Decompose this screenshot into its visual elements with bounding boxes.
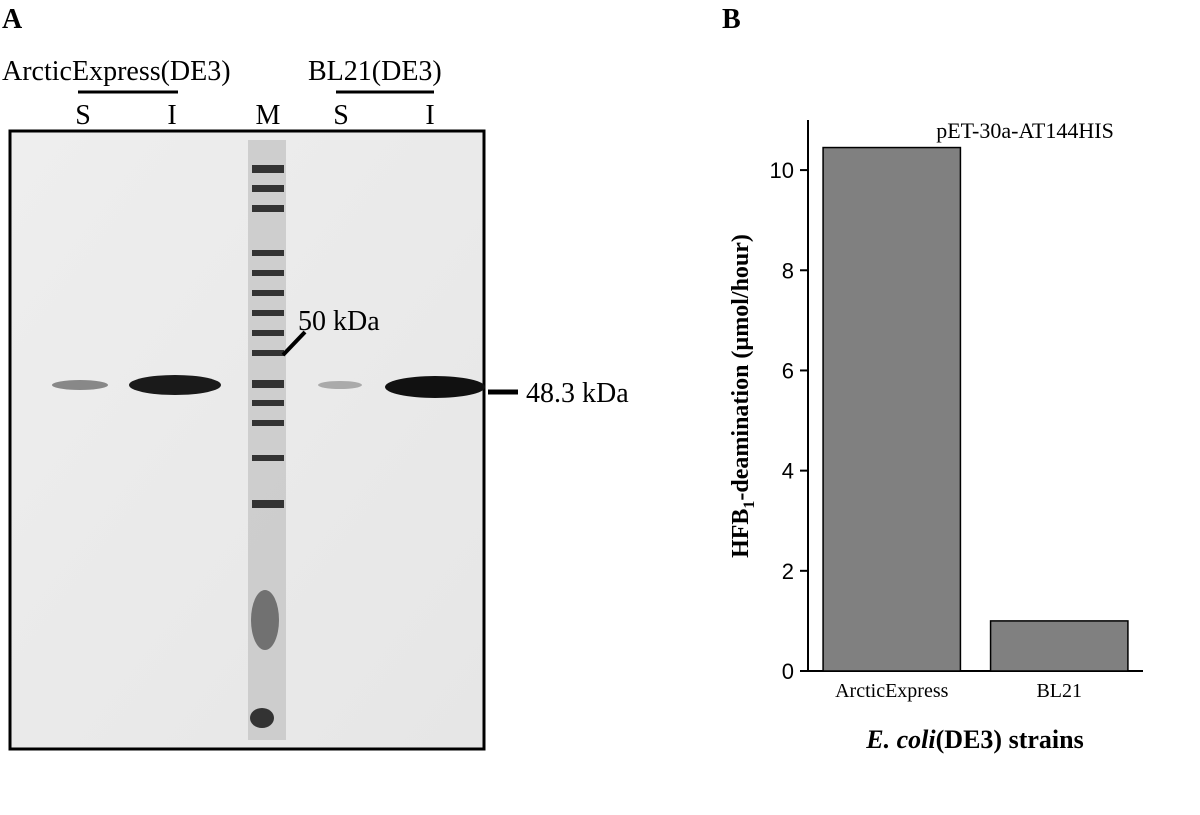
marker-pointer: [281, 330, 307, 357]
panel-label: A: [2, 4, 23, 35]
lane-label: I: [167, 100, 176, 131]
y-tick-label: 2: [782, 559, 794, 584]
bar: [822, 146, 962, 672]
lane-label: M: [256, 100, 281, 131]
marker-label: 48.3 kDa: [526, 378, 629, 409]
y-axis-label-part: -deamination (µmol/hour): [728, 234, 754, 501]
y-tick-label: 4: [782, 459, 794, 484]
strain-label: ArcticExpress(DE3): [2, 56, 231, 87]
y-axis-label-part: 1: [741, 501, 758, 509]
y-tick-label: 8: [782, 258, 794, 283]
x-axis-label: E. coli(DE3) strains: [865, 725, 1083, 754]
x-axis-label-part: E. coli: [865, 725, 936, 754]
annotation: pET-30a-AT144HIS: [936, 118, 1114, 143]
strain-label: BL21(DE3): [308, 56, 442, 87]
x-axis-label-part: (DE3) strains: [936, 725, 1084, 754]
lane-label: S: [75, 100, 91, 131]
y-tick-label: 6: [782, 358, 794, 383]
y-axis-label-part: HFB: [728, 509, 754, 558]
marker-label: 50 kDa: [298, 306, 380, 337]
y-tick-label: 0: [782, 659, 794, 684]
y-tick-label: 10: [770, 158, 794, 183]
gel-image: [8, 129, 486, 751]
x-tick-label: BL21: [1036, 680, 1082, 702]
panel-label: B: [722, 4, 741, 35]
lane-label: I: [425, 100, 434, 131]
bar: [989, 620, 1129, 672]
lane-label: S: [333, 100, 349, 131]
x-tick-label: ArcticExpress: [835, 680, 949, 702]
y-axis-label: HFB1-deamination (µmol/hour): [728, 234, 758, 558]
